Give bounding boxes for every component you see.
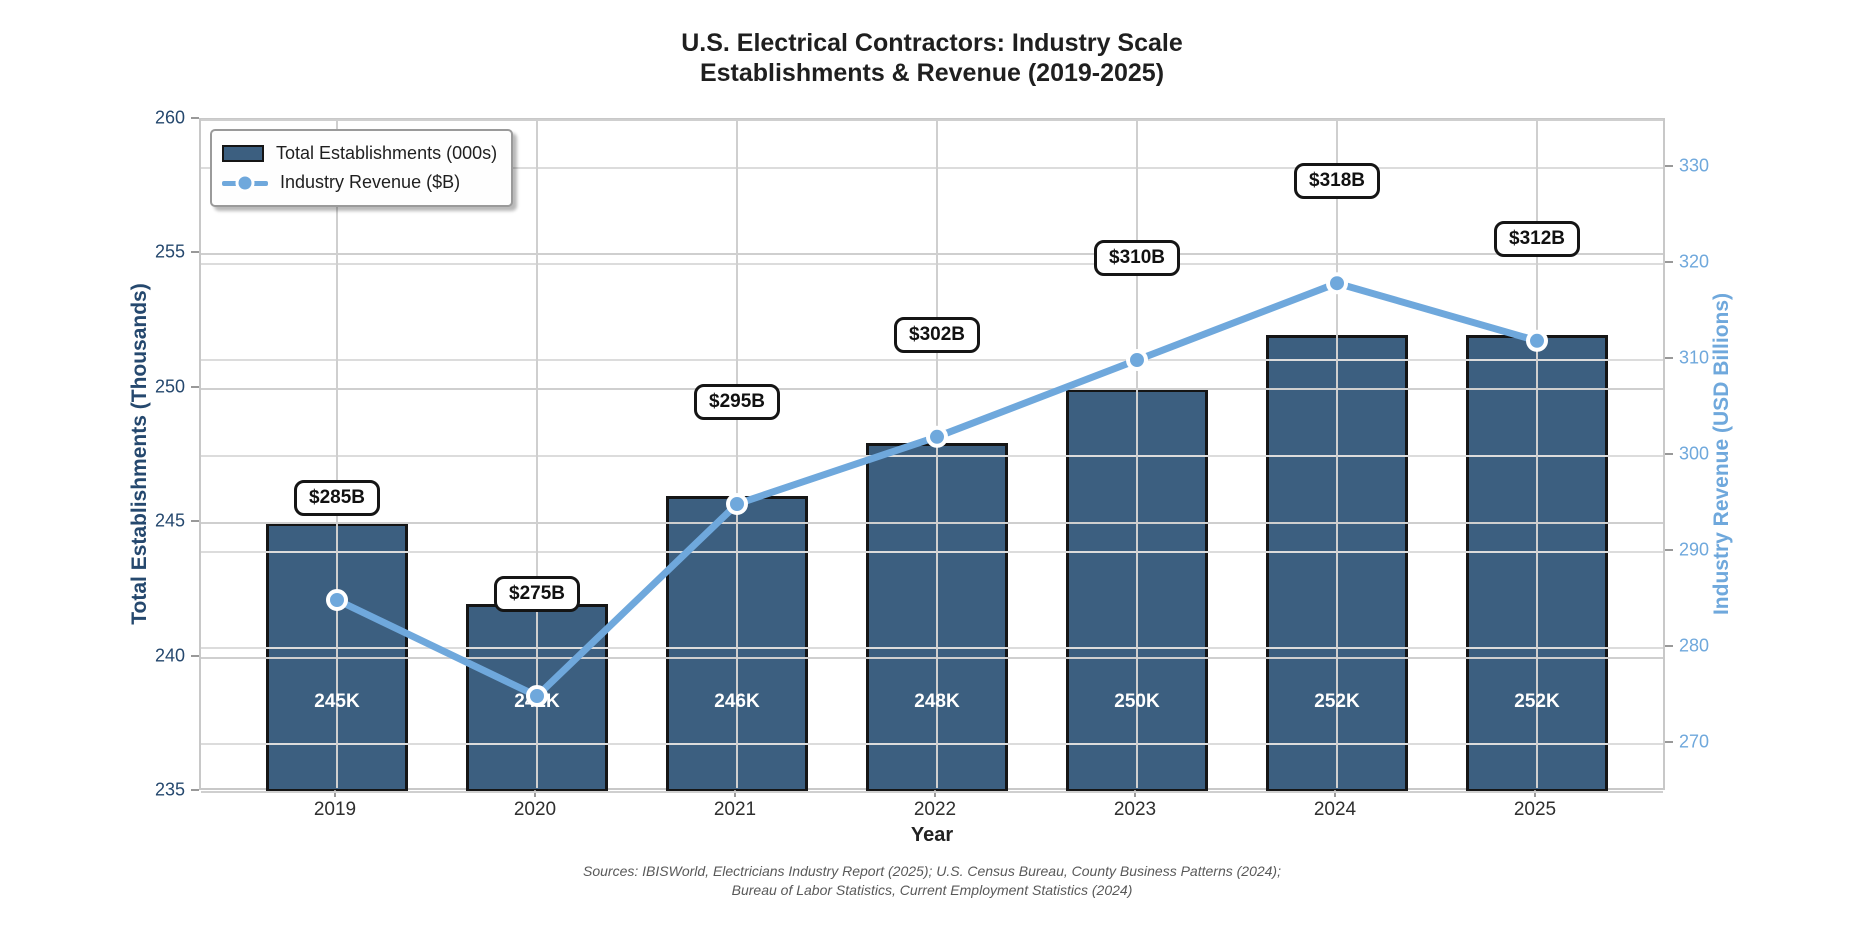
y-tick-right-280: 280 xyxy=(1679,635,1710,656)
bar-value-label-2021: 246K xyxy=(714,691,760,712)
x-tick-2025: 2025 xyxy=(1513,799,1557,820)
revenue-marker-2024 xyxy=(1326,272,1348,295)
x-tickmark-2019 xyxy=(334,790,336,797)
x-tick-2022: 2022 xyxy=(913,799,957,820)
bar-value-label-2022: 248K xyxy=(914,691,960,712)
y-tick-left-235: 235 xyxy=(154,779,185,800)
bar-value-label-2023: 250K xyxy=(1114,691,1160,712)
revenue-annotation-2023: $310B xyxy=(1094,240,1180,276)
y-tickmark-right-330 xyxy=(1665,165,1673,167)
y-tickmark-left-260 xyxy=(191,117,199,119)
y-tick-right-300: 300 xyxy=(1679,443,1710,464)
revenue-marker-2025 xyxy=(1526,329,1548,352)
revenue-marker-2021 xyxy=(726,493,748,515)
y-tickmark-left-245 xyxy=(191,520,199,523)
gridline-right-300 xyxy=(201,455,1663,457)
gridline-x-2022 xyxy=(936,120,938,788)
chart-title-line2: Establishments & Revenue (2019-2025) xyxy=(699,59,1165,87)
x-tick-2021: 2021 xyxy=(713,799,757,820)
y-tick-right-270: 270 xyxy=(1679,731,1710,752)
x-tick-2020: 2020 xyxy=(513,799,557,820)
x-tickmark-2024 xyxy=(1334,790,1336,797)
left-axis-title: Total Establishments (Thousands) xyxy=(128,283,151,625)
y-tickmark-left-240 xyxy=(191,654,199,657)
y-tickmark-left-250 xyxy=(191,385,199,388)
legend-item-establishments: Total Establishments (000s) xyxy=(222,139,497,168)
x-tickmark-2020 xyxy=(534,790,536,797)
x-tick-2019: 2019 xyxy=(313,799,357,820)
y-tickmark-right-290 xyxy=(1665,549,1673,551)
chart-title: U.S. Electrical Contractors: Industry Sc… xyxy=(681,28,1183,88)
source-footer-line2: Bureau of Labor Statistics, Current Empl… xyxy=(731,882,1133,898)
revenue-marker-2023 xyxy=(1126,349,1148,371)
revenue-annotation-2020: $275B xyxy=(494,576,580,612)
bar-value-label-2024: 252K xyxy=(1314,691,1360,712)
gridline-left-255 xyxy=(201,253,1663,256)
y-tickmark-right-320 xyxy=(1665,261,1673,263)
legend-label-establishments: Total Establishments (000s) xyxy=(276,143,498,163)
revenue-annotation-2019: $285B xyxy=(294,480,380,516)
gridline-right-280 xyxy=(201,647,1663,649)
gridline-x-2023 xyxy=(1136,120,1138,788)
gridline-x-2021 xyxy=(736,120,738,788)
gridline-right-270 xyxy=(201,743,1663,745)
y-tick-left-255: 255 xyxy=(154,241,185,262)
source-footer: Sources: IBISWorld, Electricians Industr… xyxy=(583,862,1281,900)
revenue-marker-2022 xyxy=(926,425,948,448)
revenue-marker-2019 xyxy=(326,589,348,611)
gridline-x-2025 xyxy=(1536,120,1538,788)
x-tickmark-2021 xyxy=(734,790,736,797)
gridline-left-250 xyxy=(201,387,1663,390)
y-tick-left-245: 245 xyxy=(154,510,185,531)
gridline-x-2019 xyxy=(336,120,338,788)
revenue-annotation-2022: $302B xyxy=(894,316,980,353)
x-tickmark-2025 xyxy=(1534,790,1536,797)
plot-area: Total Establishments (000s) Industry Rev… xyxy=(199,118,1665,793)
revenue-line-series xyxy=(326,272,1548,707)
y-tickmark-right-310 xyxy=(1665,357,1673,359)
legend: Total Establishments (000s) Industry Rev… xyxy=(210,129,514,207)
bar-value-label-2019: 245K xyxy=(314,691,360,712)
gridline-right-290 xyxy=(201,551,1663,553)
legend-label-revenue: Industry Revenue ($B) xyxy=(280,172,461,192)
gridline-left-260 xyxy=(201,119,1663,121)
gridline-right-330 xyxy=(201,167,1663,169)
revenue-annotation-2024: $318B xyxy=(1294,163,1380,200)
y-tick-left-240: 240 xyxy=(154,645,185,666)
x-tickmark-2022 xyxy=(934,790,936,797)
gridline-right-320 xyxy=(201,263,1663,265)
revenue-annotation-2021: $295B xyxy=(694,384,780,420)
gridline-left-240 xyxy=(201,656,1663,659)
y-tickmark-right-270 xyxy=(1665,741,1673,743)
chart-title-line1: U.S. Electrical Contractors: Industry Sc… xyxy=(681,29,1183,57)
revenue-marker-2020 xyxy=(526,685,548,707)
source-footer-line1: Sources: IBISWorld, Electricians Industr… xyxy=(583,863,1281,879)
bar-value-label-2025: 252K xyxy=(1514,691,1560,712)
revenue-annotation-2025: $312B xyxy=(1494,220,1580,257)
y-tickmark-left-255 xyxy=(191,251,199,254)
gridline-left-245 xyxy=(201,522,1663,525)
bar-swatch-icon xyxy=(222,145,264,162)
gridline-left-235 xyxy=(201,791,1663,793)
gridline-right-310 xyxy=(201,359,1663,361)
x-tick-2023: 2023 xyxy=(1113,799,1157,820)
y-tick-right-310: 310 xyxy=(1679,347,1710,368)
y-tick-right-320: 320 xyxy=(1679,251,1710,272)
y-tick-left-260: 260 xyxy=(154,107,185,128)
y-tickmark-left-235 xyxy=(191,789,199,791)
gridline-x-2020 xyxy=(536,120,538,788)
y-tickmark-right-280 xyxy=(1665,645,1673,647)
legend-item-revenue: Industry Revenue ($B) xyxy=(222,168,497,197)
y-tick-right-290: 290 xyxy=(1679,539,1710,560)
y-tick-right-330: 330 xyxy=(1679,155,1710,176)
x-axis-title: Year xyxy=(910,824,954,846)
x-tickmark-2023 xyxy=(1134,790,1136,797)
x-tick-2024: 2024 xyxy=(1313,799,1357,820)
y-tick-left-250: 250 xyxy=(154,376,185,397)
line-marker-swatch-icon xyxy=(222,173,268,193)
y-tickmark-right-300 xyxy=(1665,453,1673,455)
gridline-x-2024 xyxy=(1336,120,1338,788)
